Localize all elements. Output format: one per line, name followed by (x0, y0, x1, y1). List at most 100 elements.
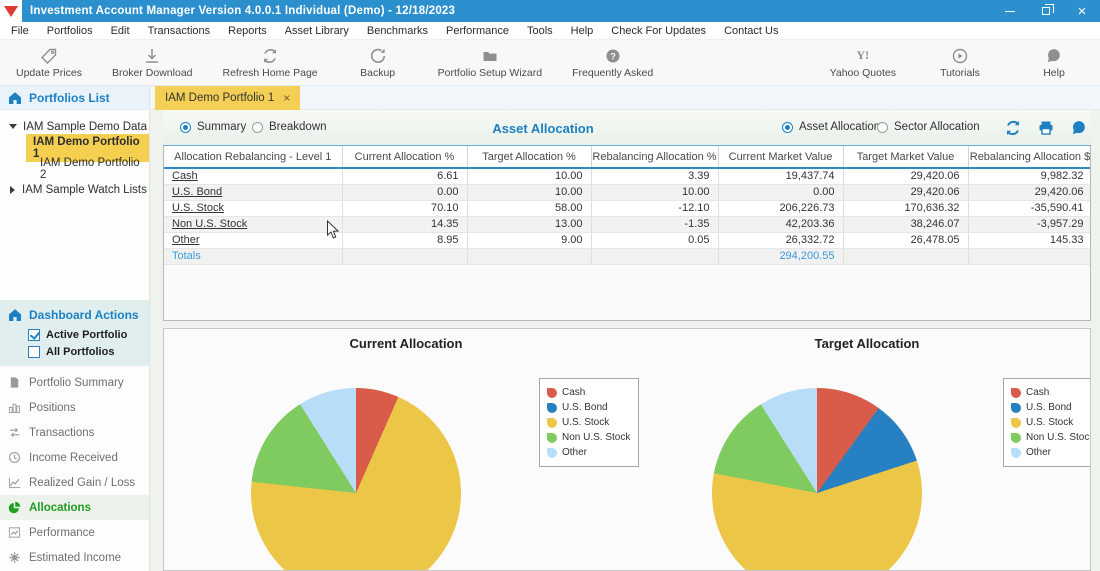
us-bond-link[interactable]: U.S. Bond (172, 186, 222, 198)
target-allocation-title: Target Allocation (712, 336, 1022, 351)
circle-arrow-icon (369, 47, 387, 65)
active-portfolio-checkbox[interactable] (28, 329, 40, 341)
menu-contact-us[interactable]: Contact Us (715, 25, 787, 37)
yahoo-icon: Y! (856, 47, 869, 65)
sidebar-item-estimated-income[interactable]: Estimated Income (0, 545, 149, 570)
table-row-cash: Cash 6.61 10.00 3.39 19,437.74 29,420.06… (164, 168, 1091, 184)
minimize-button[interactable] (992, 0, 1028, 22)
table-cell: 170,636.32 (843, 200, 968, 216)
table-cell: 0.00 (342, 184, 467, 200)
other-link[interactable]: Other (172, 234, 200, 246)
summary-radio-group[interactable]: Summary (180, 121, 246, 133)
print-icon[interactable] (1037, 119, 1055, 137)
legend-item: U.S. Stock (1011, 415, 1091, 430)
table-cell: 29,420.06 (843, 168, 968, 184)
col-header: Target Allocation % (467, 146, 591, 168)
sector-allocation-radio[interactable] (877, 122, 888, 133)
table-cell: 9.00 (467, 232, 591, 248)
sidebar-item-realized-gain-loss[interactable]: Realized Gain / Loss (0, 470, 149, 495)
sidebar-item-positions[interactable]: Positions (0, 395, 149, 420)
play-circle-icon (951, 47, 969, 65)
allocation-panel-header: Summary Breakdown Asset Allocation Asset… (163, 110, 1091, 145)
help-button[interactable]: Help (1024, 47, 1084, 79)
window-title: Investment Account Manager Version 4.0.0… (30, 5, 455, 17)
sidebar-item-income-received[interactable]: Income Received (0, 445, 149, 470)
table-cell: -1.35 (591, 216, 718, 232)
table-cell: 206,226.73 (718, 200, 843, 216)
sector-allocation-radio-group[interactable]: Sector Allocation (877, 121, 980, 133)
trend-chart-icon (8, 476, 21, 489)
table-row-us-bond: U.S. Bond 0.00 10.00 10.00 0.00 29,420.0… (164, 184, 1091, 200)
asset-allocation-radio-group[interactable]: Asset Allocation (782, 121, 880, 133)
non-us-stock-link[interactable]: Non U.S. Stock (172, 218, 247, 230)
target-allocation-pie (712, 388, 922, 571)
sidebar-item-performance[interactable]: Performance (0, 520, 149, 545)
summary-radio[interactable] (180, 122, 191, 133)
cash-link[interactable]: Cash (172, 170, 198, 182)
broker-download-button[interactable]: Broker Download (112, 47, 193, 79)
table-cell: -12.10 (591, 200, 718, 216)
home-icon (8, 91, 22, 105)
menu-benchmarks[interactable]: Benchmarks (358, 25, 437, 37)
legend-swatch-icon (547, 418, 557, 428)
window-controls: × (992, 0, 1100, 22)
pie-chart-icon (8, 501, 21, 514)
update-prices-button[interactable]: Update Prices (16, 47, 82, 79)
menu-edit[interactable]: Edit (102, 25, 139, 37)
us-stock-link[interactable]: U.S. Stock (172, 202, 224, 214)
menu-transactions[interactable]: Transactions (139, 25, 220, 37)
allocation-table-panel: Allocation Rebalancing - Level 1 Current… (163, 145, 1091, 321)
table-cell: -3,957.29 (968, 216, 1091, 232)
table-cell: 58.00 (467, 200, 591, 216)
menu-check-for-updates[interactable]: Check For Updates (602, 25, 715, 37)
menu-reports[interactable]: Reports (219, 25, 276, 37)
close-button[interactable]: × (1064, 0, 1100, 22)
sidebar-item-allocations[interactable]: Allocations (0, 495, 149, 520)
legend-item: Other (547, 445, 630, 460)
help-bubble-icon[interactable] (1070, 119, 1088, 137)
tree-node-demo-portfolio-2[interactable]: IAM Demo Portfolio 2 (0, 158, 149, 179)
breakdown-radio[interactable] (252, 122, 263, 133)
menu-performance[interactable]: Performance (437, 25, 518, 37)
table-cell: 6.61 (342, 168, 467, 184)
menu-asset-library[interactable]: Asset Library (276, 25, 358, 37)
table-row-totals: Totals 294,200.55 (164, 248, 1091, 264)
menu-bar: File Portfolios Edit Transactions Report… (0, 22, 1100, 40)
menu-tools[interactable]: Tools (518, 25, 562, 37)
sidebar-item-transactions[interactable]: Transactions (0, 420, 149, 445)
table-cell: 0.05 (591, 232, 718, 248)
all-portfolios-checkbox[interactable] (28, 346, 40, 358)
breakdown-radio-group[interactable]: Breakdown (252, 121, 327, 133)
menu-portfolios[interactable]: Portfolios (38, 25, 102, 37)
menu-file[interactable]: File (2, 25, 38, 37)
yahoo-quotes-button[interactable]: Y! Yahoo Quotes (830, 47, 896, 79)
table-cell: 70.10 (342, 200, 467, 216)
document-icon (8, 376, 21, 389)
refresh-icon[interactable] (1004, 119, 1022, 137)
refresh-icon (261, 47, 279, 65)
tab-iam-demo-portfolio-1[interactable]: IAM Demo Portfolio 1 × (155, 86, 300, 110)
table-cell: 10.00 (591, 184, 718, 200)
portfolio-setup-wizard-button[interactable]: Portfolio Setup Wizard (438, 47, 542, 79)
gear-icon (8, 551, 21, 564)
asset-allocation-radio[interactable] (782, 122, 793, 133)
backup-button[interactable]: Backup (348, 47, 408, 79)
current-allocation-pie (251, 388, 461, 571)
frequently-asked-button[interactable]: ? Frequently Asked (572, 47, 653, 79)
table-cell (968, 248, 1091, 264)
refresh-home-page-button[interactable]: Refresh Home Page (223, 47, 318, 79)
menu-help[interactable]: Help (562, 25, 603, 37)
col-header: Allocation Rebalancing - Level 1 (164, 146, 342, 168)
sidebar-item-portfolio-summary[interactable]: Portfolio Summary (0, 370, 149, 395)
table-cell: 145.33 (968, 232, 1091, 248)
swap-arrows-icon (8, 426, 21, 439)
chevron-down-icon (9, 124, 17, 129)
tutorials-button[interactable]: Tutorials (930, 47, 990, 79)
price-tag-icon (40, 47, 58, 65)
table-cell: 29,420.06 (843, 184, 968, 200)
tab-close-icon[interactable]: × (283, 91, 290, 105)
table-cell (467, 248, 591, 264)
restore-button[interactable] (1028, 0, 1064, 22)
table-cell (843, 248, 968, 264)
panel-title: Asset Allocation (443, 121, 643, 136)
